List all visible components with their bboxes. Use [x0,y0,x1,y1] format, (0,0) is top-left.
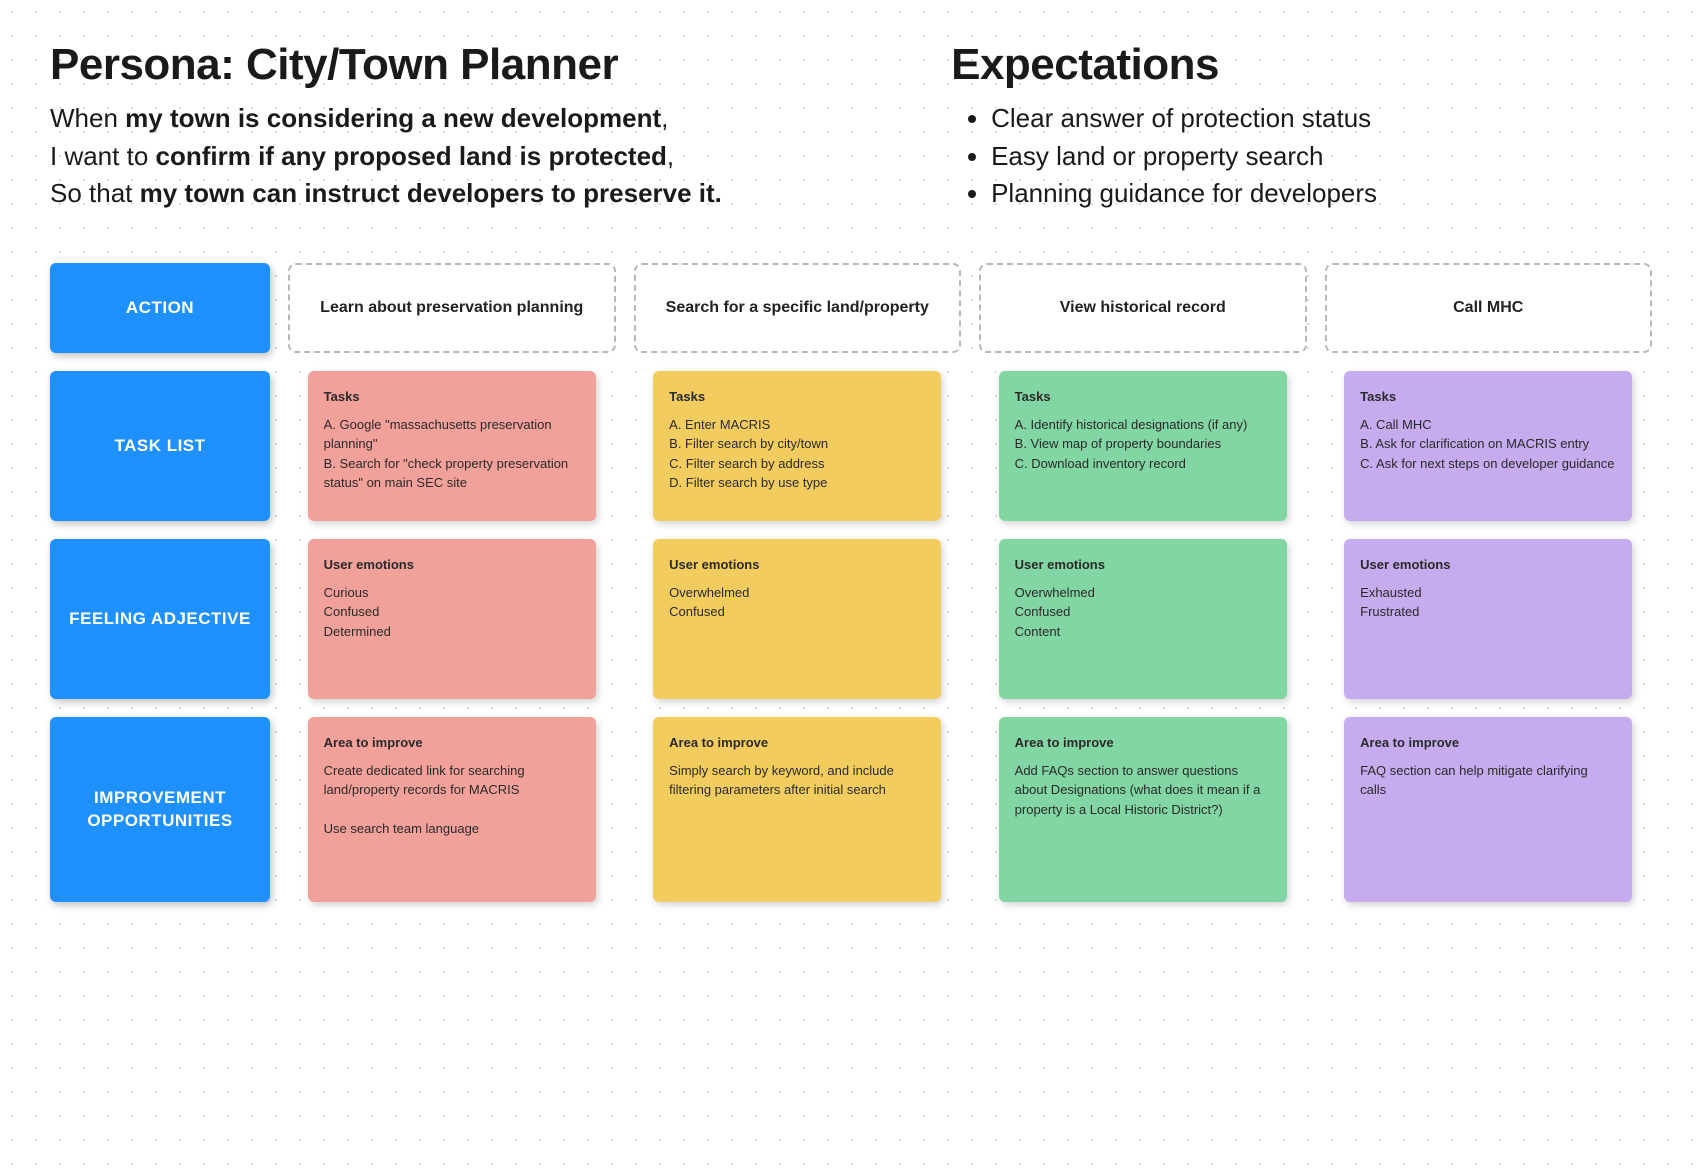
improve-note-col-3: Area to improve FAQ section can help mit… [1344,717,1632,902]
persona-line-1-prefix: When [50,103,125,133]
persona-block: Persona: City/Town Planner When my town … [50,40,891,213]
note-body: A. Identify historical designations (if … [1015,415,1271,474]
expectation-item: Clear answer of protection status [991,100,1652,138]
persona-line-3: So that my town can instruct developers … [50,175,891,213]
note-title: Area to improve [324,733,580,753]
action-cell-col-2: View historical record [979,263,1307,353]
note-body: A. Google "massachusetts preservation pl… [324,415,580,493]
note-title: User emotions [1015,555,1271,575]
row-label-improve: IMPROVEMENT OPPORTUNITIES [50,717,270,902]
action-cell-col-3: Call MHC [1325,263,1653,353]
expectations-list: Clear answer of protection status Easy l… [951,100,1652,213]
tasks-note-col-0: Tasks A. Google "massachusetts preservat… [308,371,596,521]
action-cell-col-1: Search for a specific land/property [634,263,962,353]
journey-grid: ACTION Learn about preservation planning… [50,263,1652,902]
tasks-note-col-1: Tasks A. Enter MACRISB. Filter search by… [653,371,941,521]
note-title: Tasks [324,387,580,407]
note-title: Tasks [1360,387,1616,407]
persona-line-1: When my town is considering a new develo… [50,100,891,138]
improve-note-col-1: Area to improve Simply search by keyword… [653,717,941,902]
persona-line-3-prefix: So that [50,178,140,208]
persona-line-3-bold: my town can instruct developers to prese… [140,178,722,208]
persona-title: Persona: City/Town Planner [50,40,891,90]
expectation-item: Easy land or property search [991,138,1652,176]
note-title: User emotions [324,555,580,575]
feeling-note-col-2: User emotions OverwhelmedConfusedContent [999,539,1287,699]
improve-note-col-2: Area to improve Add FAQs section to answ… [999,717,1287,902]
feeling-note-col-1: User emotions OverwhelmedConfused [653,539,941,699]
action-cell-col-0: Learn about preservation planning [288,263,616,353]
persona-line-2-bold: confirm if any proposed land is protecte… [156,141,667,171]
tasks-note-col-2: Tasks A. Identify historical designation… [999,371,1287,521]
note-body: FAQ section can help mitigate clarifying… [1360,761,1616,800]
note-title: Tasks [1015,387,1271,407]
persona-line-2-suffix: , [667,141,674,171]
note-title: Tasks [669,387,925,407]
feeling-note-col-3: User emotions ExhaustedFrustrated [1344,539,1632,699]
improve-note-col-0: Area to improve Create dedicated link fo… [308,717,596,902]
note-body: Add FAQs section to answer questions abo… [1015,761,1271,820]
note-body: A. Enter MACRISB. Filter search by city/… [669,415,925,493]
note-body: Simply search by keyword, and include fi… [669,761,925,800]
tasks-note-col-3: Tasks A. Call MHCB. Ask for clarificatio… [1344,371,1632,521]
note-title: User emotions [669,555,925,575]
header-row: Persona: City/Town Planner When my town … [50,40,1652,213]
expectations-title: Expectations [951,40,1652,90]
persona-line-2-prefix: I want to [50,141,156,171]
persona-line-1-bold: my town is considering a new development [125,103,661,133]
note-title: Area to improve [669,733,925,753]
note-title: Area to improve [1015,733,1271,753]
note-body: ExhaustedFrustrated [1360,583,1616,622]
note-body: A. Call MHCB. Ask for clarification on M… [1360,415,1616,474]
feeling-note-col-0: User emotions CuriousConfusedDetermined [308,539,596,699]
persona-line-1-suffix: , [661,103,668,133]
note-title: User emotions [1360,555,1616,575]
expectations-block: Expectations Clear answer of protection … [951,40,1652,213]
row-label-feeling: FEELING ADJECTIVE [50,539,270,699]
note-body: OverwhelmedConfused [669,583,925,622]
expectation-item: Planning guidance for developers [991,175,1652,213]
row-label-tasks: TASK LIST [50,371,270,521]
note-title: Area to improve [1360,733,1616,753]
note-body: Create dedicated link for searching land… [324,761,580,839]
persona-line-2: I want to confirm if any proposed land i… [50,138,891,176]
row-label-action: ACTION [50,263,270,353]
note-body: CuriousConfusedDetermined [324,583,580,642]
note-body: OverwhelmedConfusedContent [1015,583,1271,642]
